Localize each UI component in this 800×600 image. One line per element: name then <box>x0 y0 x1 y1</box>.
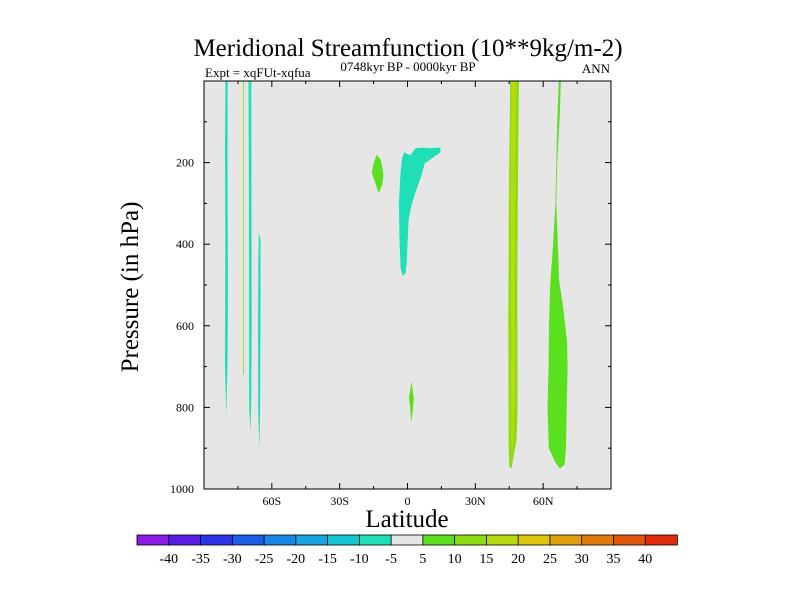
colorbar-swatch <box>358 534 392 546</box>
y-tick-label: 600 <box>176 319 194 333</box>
contour-region-nh-band-inner <box>510 81 516 449</box>
colorbar-label: 35 <box>606 552 620 567</box>
experiment-label: Expt = xqFUt-xqfua <box>205 65 311 80</box>
colorbar-label: 40 <box>638 552 652 567</box>
contour-region-equatorial-diamond <box>408 380 414 422</box>
colorbar-label: -25 <box>255 552 274 567</box>
contour-region-sh-filament-4 <box>258 232 261 449</box>
contour-region-sh-filament-1 <box>225 81 228 416</box>
contour-regions <box>225 81 568 469</box>
colorbar-swatch <box>549 534 583 546</box>
y-tick-label: 1000 <box>170 482 194 496</box>
x-tick-label: 0 <box>405 494 411 508</box>
colorbar-label: 10 <box>448 552 462 567</box>
colorbar-swatch <box>390 534 424 546</box>
colorbar-swatch <box>231 534 265 546</box>
colorbar: -40 -35 -30 -25 -20 -15 -10 -5 5 10 15 20 25 30 35 40 <box>136 534 678 567</box>
colorbar-swatch <box>200 534 234 546</box>
colorbar-label: 5 <box>419 552 426 567</box>
x-tick-label: 60S <box>262 494 281 508</box>
period-label: 0748kyr BP - 0000kyr BP <box>340 59 475 74</box>
colorbar-swatch <box>454 534 488 546</box>
colorbar-label: -15 <box>318 552 337 567</box>
y-tick-label: 400 <box>176 237 194 251</box>
contour-region-sh-filament-3 <box>248 81 252 432</box>
colorbar-label: -30 <box>223 552 242 567</box>
chart-title: Meridional Streamfunction (10**9kg/m-2) <box>193 35 622 62</box>
contour-region-nh-lobe-60n <box>547 81 568 469</box>
plot-background <box>204 81 611 489</box>
contour-region-sh-filament-2 <box>242 81 244 375</box>
colorbar-label: -40 <box>159 552 178 567</box>
axis-ticks: 60S 30S 0 30N 60N 200 400 600 800 1000 <box>170 81 611 508</box>
x-tick-label: 60N <box>533 494 554 508</box>
contour-region-tropical-blob-1 <box>371 154 384 194</box>
colorbar-label: -35 <box>191 552 210 567</box>
x-axis-label: Latitude <box>365 506 448 533</box>
colorbar-swatch <box>263 534 297 546</box>
colorbar-label: 20 <box>511 552 525 567</box>
y-axis-label: Pressure (in hPa) <box>117 202 144 373</box>
colorbar-swatch <box>613 534 647 546</box>
colorbar-swatch <box>136 534 170 546</box>
y-tick-label: 800 <box>176 400 194 414</box>
colorbar-swatch <box>581 534 615 546</box>
contour-region-tropical-blob-2 <box>398 147 441 276</box>
colorbar-label: -5 <box>385 552 397 567</box>
x-tick-label: 30S <box>330 494 349 508</box>
colorbar-swatch <box>327 534 361 546</box>
x-tick-label: 30N <box>465 494 486 508</box>
colorbar-swatch <box>422 534 456 546</box>
colorbar-label: 15 <box>479 552 493 567</box>
colorbar-swatch <box>295 534 329 546</box>
colorbar-label: 25 <box>543 552 557 567</box>
colorbar-swatch <box>644 534 678 546</box>
season-label: ANN <box>582 61 611 76</box>
colorbar-swatch <box>517 534 551 546</box>
colorbar-label: 30 <box>575 552 589 567</box>
y-tick-label: 200 <box>176 156 194 170</box>
colorbar-swatch <box>168 534 202 546</box>
colorbar-swatch <box>486 534 519 546</box>
colorbar-label: -20 <box>286 552 305 567</box>
plot-area: 60S 30S 0 30N 60N 200 400 600 800 1000 <box>170 80 612 508</box>
colorbar-label: -10 <box>350 552 369 567</box>
